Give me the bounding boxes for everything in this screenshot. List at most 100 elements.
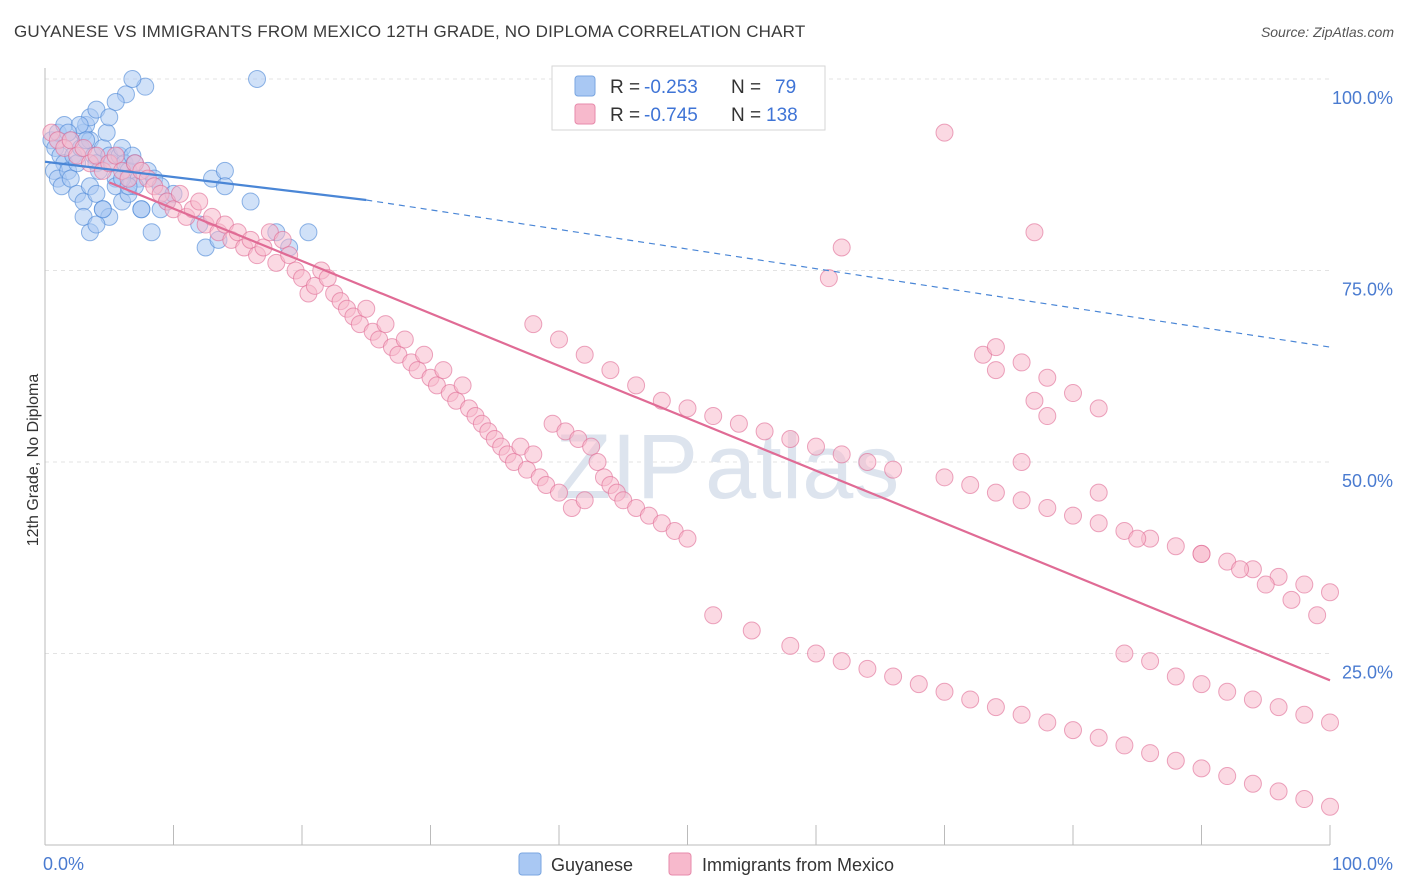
- guyanese-point: [100, 108, 119, 127]
- mexico-point: [961, 690, 980, 709]
- mexico-point: [1321, 583, 1339, 602]
- mexico-point: [434, 361, 453, 380]
- mexico-point: [550, 330, 568, 349]
- mexico-point: [170, 184, 189, 203]
- mexico-point: [1064, 721, 1082, 740]
- mexico-point: [1089, 514, 1108, 533]
- mexico-point: [935, 682, 954, 701]
- legend-swatch-guyanese: [518, 852, 542, 876]
- mexico-point: [807, 644, 825, 663]
- mexico-point: [550, 483, 568, 502]
- mexico-point: [884, 667, 903, 686]
- mexico-point: [1295, 575, 1314, 594]
- mexico-point: [678, 529, 697, 548]
- mexico-point: [601, 361, 620, 380]
- stats-n-label-1: N =: [731, 77, 761, 98]
- mexico-point: [106, 146, 125, 165]
- legend: Guyanese Immigrants from Mexico: [518, 852, 894, 876]
- y-tick-label: 50.0%: [1342, 471, 1393, 491]
- mexico-point: [1295, 790, 1314, 809]
- source-credit: Source: ZipAtlas.com: [1260, 24, 1394, 40]
- mexico-point: [273, 230, 292, 249]
- mexico-point: [986, 361, 1005, 380]
- mexico-point: [858, 453, 877, 471]
- mexico-point: [1038, 713, 1057, 732]
- guyanese-point: [215, 177, 234, 196]
- mexico-point: [524, 315, 543, 334]
- mexico-point: [819, 269, 838, 288]
- mexico-point: [1321, 797, 1339, 816]
- y-axis-label: 12th Grade, No Diploma: [25, 374, 42, 547]
- mexico-point: [395, 330, 414, 349]
- mexico-point: [1089, 399, 1108, 418]
- mexico-point: [1295, 705, 1314, 724]
- y-tick-label: 100.0%: [1332, 88, 1393, 108]
- trend-lines: [44, 160, 1331, 682]
- guyanese-point: [241, 192, 260, 211]
- stats-box: R = -0.253 N = 79 R = -0.745 N = 138: [551, 65, 826, 131]
- mexico-point: [781, 636, 800, 655]
- mexico-point: [1243, 690, 1262, 709]
- guyanese-point: [132, 200, 151, 219]
- guyanese-point: [299, 223, 318, 242]
- mexico-point: [1282, 590, 1301, 609]
- y-tick-label: 75.0%: [1342, 280, 1393, 300]
- stats-r-label-1: R =: [610, 77, 640, 98]
- mexico-point: [357, 299, 376, 318]
- mexico-point: [1038, 407, 1057, 426]
- mexico-point: [1192, 759, 1211, 778]
- tick-labels: 25.0% 50.0% 75.0% 100.0% 0.0% 100.0%: [43, 88, 1393, 874]
- stats-r-label-2: R =: [610, 105, 640, 126]
- legend-swatch-mexico: [668, 852, 692, 876]
- mexico-point: [1166, 751, 1185, 770]
- mexico-point: [704, 606, 723, 625]
- mexico-point: [627, 376, 646, 395]
- stats-swatch-guyanese: [574, 75, 596, 97]
- guyanese-point: [106, 92, 125, 111]
- mexico-point: [376, 315, 395, 334]
- mexico-point: [575, 491, 594, 510]
- mexico-point: [1192, 544, 1211, 563]
- guyanese-point: [93, 200, 112, 219]
- stats-n-value-2: 138: [766, 105, 798, 126]
- stats-n-label-2: N =: [731, 105, 761, 126]
- mexico-point: [1089, 728, 1108, 747]
- stats-n-value-1: 79: [775, 77, 796, 98]
- mexico-point: [1012, 353, 1031, 372]
- mexico-point: [1218, 682, 1237, 701]
- mexico-point: [961, 475, 980, 494]
- mexico-point: [1025, 223, 1044, 242]
- guyanese-point: [97, 123, 116, 142]
- mexico-point: [742, 621, 761, 640]
- guyanese-point: [215, 161, 234, 180]
- guyanese-point: [61, 169, 80, 188]
- mexico-point: [1231, 560, 1250, 579]
- x-tick-label: 0.0%: [43, 854, 84, 874]
- guyanese-point: [123, 70, 142, 88]
- mexico-point: [986, 338, 1005, 357]
- mexico-point: [1115, 736, 1134, 755]
- mexico-point: [935, 123, 954, 142]
- mexico-point: [1321, 713, 1339, 732]
- trend-extension-guyanese: [366, 199, 1331, 348]
- trend-line-guyanese: [44, 160, 367, 202]
- mexico-point: [832, 238, 851, 257]
- mexico-point: [1243, 774, 1262, 793]
- legend-label-mexico: Immigrants from Mexico: [702, 855, 894, 875]
- mexico-point: [832, 445, 851, 464]
- mexico-point: [986, 483, 1005, 502]
- mexico-point: [755, 422, 774, 441]
- mexico-point: [807, 437, 825, 456]
- mexico-point: [1269, 698, 1288, 717]
- mexico-point: [1128, 529, 1147, 548]
- mexico-point: [935, 468, 954, 487]
- mexico-point: [1256, 575, 1275, 594]
- mexico-point: [1141, 652, 1160, 671]
- stats-r-value-2: -0.745: [644, 105, 698, 126]
- mexico-point: [1012, 491, 1031, 510]
- mexico-point: [704, 407, 723, 426]
- mexico-point: [1012, 705, 1031, 724]
- mexico-point: [1308, 606, 1327, 625]
- axes: [44, 68, 1331, 846]
